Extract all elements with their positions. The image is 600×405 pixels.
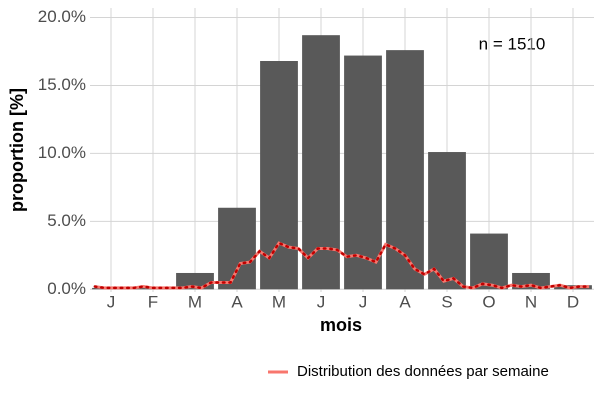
- x-tick-label: J: [317, 292, 326, 311]
- x-tick-label: M: [272, 292, 286, 311]
- x-tick-label: S: [441, 292, 452, 311]
- annotation: n = 1510: [479, 34, 546, 53]
- x-tick-label: N: [525, 292, 537, 311]
- x-tick-label: F: [148, 292, 158, 311]
- x-tick-label: A: [399, 292, 411, 311]
- bar: [344, 55, 382, 290]
- weekly-line-dots: [93, 241, 591, 290]
- x-tick-label: J: [107, 292, 116, 311]
- legend-label: Distribution des données par semaine: [297, 363, 549, 380]
- bar: [470, 233, 508, 290]
- y-axis-title: proportion [%]: [7, 88, 27, 212]
- bar: [428, 152, 466, 290]
- x-tick-label: J: [359, 292, 368, 311]
- x-tick-label: O: [482, 292, 495, 311]
- bar: [260, 60, 298, 290]
- x-tick-label: A: [231, 292, 243, 311]
- y-tick-label: 5.0%: [47, 211, 86, 230]
- x-axis-title: mois: [320, 315, 362, 335]
- y-tick-label: 15.0%: [38, 75, 86, 94]
- x-tick-label: D: [567, 292, 579, 311]
- bar: [302, 35, 340, 290]
- x-tick-label: M: [188, 292, 202, 311]
- bar: [218, 207, 256, 290]
- y-tick-label: 0.0%: [47, 279, 86, 298]
- y-tick-label: 20.0%: [38, 7, 86, 26]
- y-tick-label: 10.0%: [38, 143, 86, 162]
- bar: [386, 50, 424, 290]
